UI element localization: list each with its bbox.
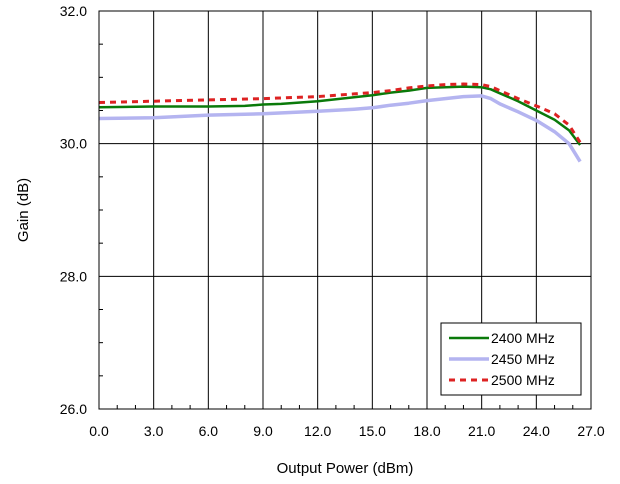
y-tick-label: 32.0 (60, 3, 87, 19)
y-tick-labels: 26.0 28.0 30.0 32.0 (60, 3, 87, 417)
x-axis-title: Output Power (dBm) (277, 460, 414, 477)
legend-label: 2500 MHz (491, 372, 555, 388)
legend-label: 2450 MHz (491, 351, 555, 367)
x-tick-label: 0.0 (89, 423, 109, 439)
minor-ticks (99, 43, 574, 409)
x-tick-label: 15.0 (359, 423, 386, 439)
series-layer (98, 82, 582, 163)
x-tick-label: 12.0 (304, 423, 331, 439)
series-line (98, 94, 582, 163)
legend-label: 2400 MHz (491, 330, 555, 346)
x-tick-label: 18.0 (413, 423, 440, 439)
x-tick-label: 27.0 (577, 423, 604, 439)
x-tick-label: 3.0 (144, 423, 164, 439)
x-tick-label: 6.0 (199, 423, 219, 439)
y-axis-title: Gain (dB) (15, 178, 32, 242)
x-tick-label: 24.0 (523, 423, 550, 439)
y-tick-label: 26.0 (60, 401, 87, 417)
x-tick-labels: 0.0 3.0 6.0 9.0 12.0 15.0 18.0 21.0 24.0 27.0 (89, 423, 605, 439)
legend: 2400 MHz 2450 MHz 2500 MHz (440, 322, 582, 396)
series-line (98, 82, 582, 144)
grid (99, 11, 591, 409)
y-tick-label: 28.0 (60, 268, 87, 284)
series-line (98, 85, 582, 146)
y-tick-label: 30.0 (60, 136, 87, 152)
plot-frame (98, 10, 592, 410)
x-tick-label: 9.0 (253, 423, 273, 439)
x-tick-label: 21.0 (468, 423, 495, 439)
